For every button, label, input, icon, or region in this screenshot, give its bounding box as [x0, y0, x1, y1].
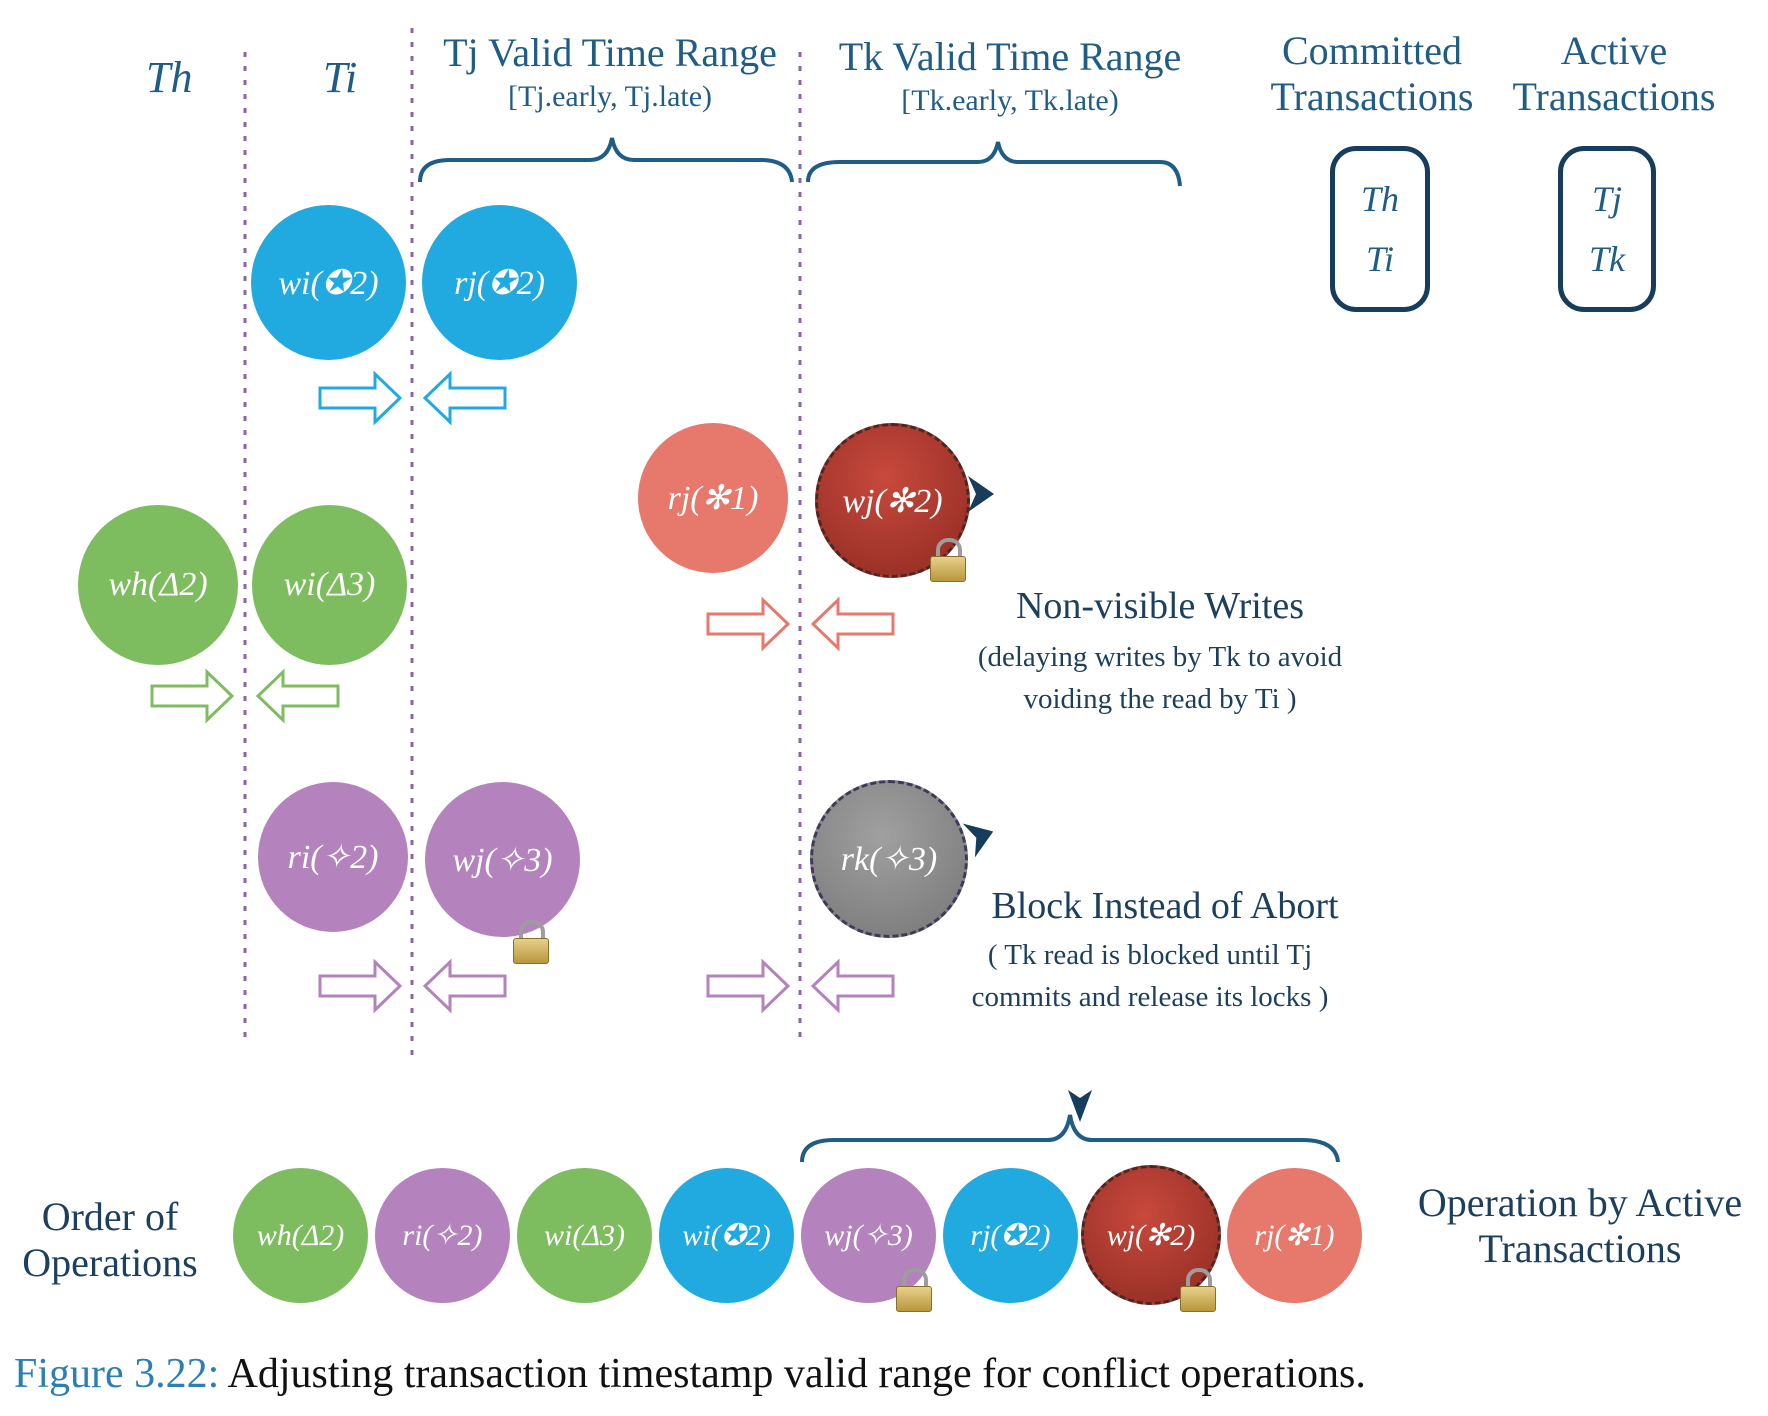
lock-icon	[930, 538, 966, 582]
header-ti: Ti	[323, 53, 358, 102]
arrows-blue	[318, 370, 507, 426]
committed-box: Th Ti	[1330, 146, 1430, 312]
tj-range-title: Tj Valid Time Range	[443, 30, 777, 75]
order-op: wi(✪2)	[659, 1168, 794, 1303]
active-ops-label-1: Operation by Active	[1417, 1180, 1743, 1225]
order-op: rj(✪2)	[943, 1168, 1078, 1303]
op-wi-delta: wi(Δ3)	[252, 505, 407, 665]
arrows-salmon	[706, 596, 895, 652]
lock-icon	[513, 920, 549, 964]
block-title: Block Instead of Abort	[991, 885, 1339, 927]
tk-range-sub: [Tk.early, Tk.late)	[901, 84, 1119, 117]
committed-title: Committed Transactions	[1270, 28, 1474, 119]
op-rk-spark: rk(✧3)	[810, 780, 968, 938]
tk-range-title: Tk Valid Time Range	[838, 34, 1182, 79]
order-op: ri(✧2)	[375, 1168, 510, 1303]
arrows-green	[150, 668, 340, 724]
nonvisible-line1: (delaying writes by Tk to avoid	[977, 641, 1343, 673]
op-wj-spark: wj(✧3)	[425, 782, 580, 937]
order-op: rj(✻1)	[1227, 1168, 1362, 1303]
active-title: Active Transactions	[1512, 28, 1716, 119]
tj-range-sub: [Tj.early, Tj.late)	[507, 80, 713, 113]
brace-active-ops	[800, 1114, 1340, 1163]
active-item: Tk	[1589, 239, 1625, 279]
pointer-wj-ast	[968, 476, 994, 512]
order-op: wi(Δ3)	[517, 1168, 652, 1303]
block-line1: ( Tk read is blocked until Tj	[987, 939, 1313, 971]
order-label-2: Operations	[22, 1240, 198, 1285]
arrows-purple-left	[318, 958, 507, 1014]
pointer-active-brace	[1068, 1090, 1092, 1122]
caption-text: Adjusting transaction timestamp valid ra…	[219, 1351, 1366, 1397]
op-rj-star: rj(✪2)	[422, 205, 577, 360]
lock-icon	[1180, 1268, 1216, 1312]
figure-caption: Figure 3.22: Adjusting transaction times…	[14, 1350, 1366, 1398]
arrows-purple-right	[706, 958, 895, 1014]
op-ri-spark: ri(✧2)	[258, 782, 408, 932]
block-line2: commits and release its locks )	[971, 981, 1329, 1013]
brace-tk-range	[806, 141, 1182, 187]
active-box: Tj Tk	[1558, 146, 1656, 312]
brace-tj-range	[418, 137, 794, 183]
order-op: wh(Δ2)	[233, 1168, 368, 1303]
nonvisible-line2: voiding the read by Ti )	[1023, 683, 1297, 715]
active-ops-label-2: Transactions	[1478, 1226, 1682, 1271]
op-rj-ast: rj(✻1)	[638, 423, 788, 573]
figure-number: Figure 3.22:	[14, 1351, 220, 1397]
lock-icon	[896, 1268, 932, 1312]
header-th: Th	[146, 53, 193, 102]
pointer-rk-spark	[962, 823, 994, 858]
committed-item: Th	[1360, 179, 1400, 219]
op-wh-delta: wh(Δ2)	[78, 505, 238, 665]
committed-item: Ti	[1365, 239, 1395, 279]
active-item: Tj	[1591, 179, 1623, 219]
op-wi-star: wi(✪2)	[251, 205, 406, 360]
order-label-1: Order of	[41, 1194, 179, 1239]
nonvisible-title: Non-visible Writes	[1015, 585, 1304, 627]
